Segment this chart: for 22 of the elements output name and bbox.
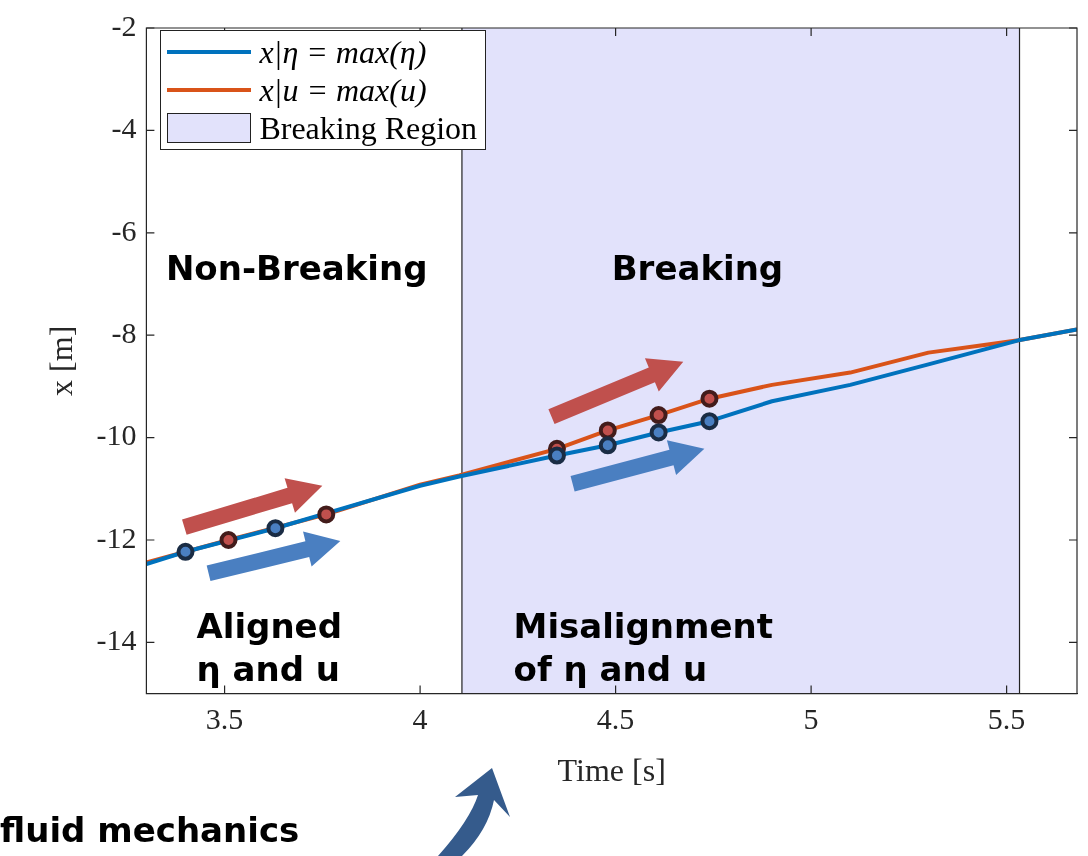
x-tick-label: 4.5 <box>596 702 635 736</box>
annotation: Breaking <box>611 247 784 290</box>
annotation: Non-Breaking <box>165 247 428 290</box>
y-axis-title: x [m] <box>42 325 79 396</box>
band-label: Breaking Region <box>259 109 478 147</box>
legend-label: x|u = max(u) <box>259 71 427 109</box>
annotation: Misalignment of η and u <box>513 605 774 691</box>
x-tick-label: 3.5 <box>205 702 244 736</box>
y-tick-label: -10 <box>96 418 137 452</box>
text: fluid mechanics <box>0 808 300 851</box>
x-axis-title: Time [s] <box>557 752 666 789</box>
x-tick-label: 5.5 <box>987 702 1026 736</box>
x-tick-label: 4 <box>412 702 428 736</box>
x-tick-label: 5 <box>803 702 819 736</box>
legend-label: x|η = max(η) <box>259 33 427 71</box>
y-tick-label: -8 <box>111 316 137 350</box>
y-tick-label: -4 <box>111 111 137 145</box>
y-tick-label: -14 <box>96 623 137 657</box>
y-tick-label: -2 <box>111 8 137 42</box>
annotation: Aligned η and u <box>196 605 342 691</box>
y-tick-label: -6 <box>111 213 137 247</box>
y-tick-label: -12 <box>96 520 137 554</box>
